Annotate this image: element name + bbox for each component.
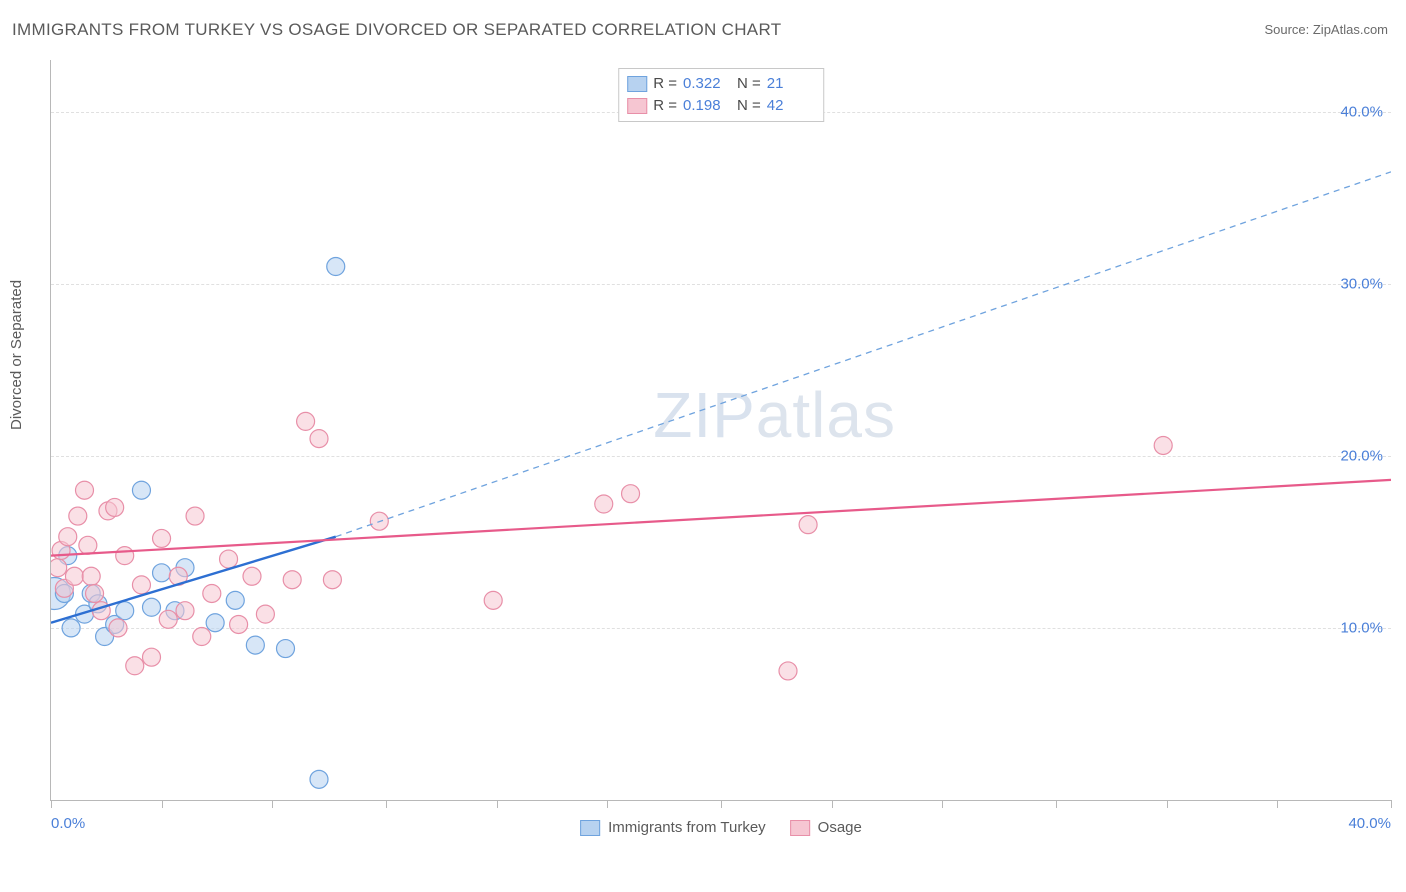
swatch-series-1	[580, 820, 600, 836]
source-label: Source: ZipAtlas.com	[1264, 22, 1388, 37]
n-value: 21	[767, 73, 815, 95]
x-tick	[832, 800, 833, 808]
x-tick	[942, 800, 943, 808]
x-tick	[1167, 800, 1168, 808]
x-tick	[1391, 800, 1392, 808]
n-label: N =	[737, 95, 761, 117]
legend-series: Immigrants from Turkey Osage	[580, 819, 862, 836]
legend-correlation: R = 0.322 N = 21 R = 0.198 N = 42	[618, 68, 824, 122]
series-2-label: Osage	[818, 819, 862, 836]
r-value: 0.198	[683, 95, 731, 117]
x-tick	[1056, 800, 1057, 808]
series-1-label: Immigrants from Turkey	[608, 819, 766, 836]
x-tick	[721, 800, 722, 808]
chart-title: IMMIGRANTS FROM TURKEY VS OSAGE DIVORCED…	[12, 20, 781, 40]
x-tick	[386, 800, 387, 808]
x-tick-label: 0.0%	[51, 815, 85, 832]
plot-area: ZIPatlas R = 0.322 N = 21 R = 0.198 N = …	[50, 60, 1391, 801]
x-tick	[51, 800, 52, 808]
x-tick	[1277, 800, 1278, 808]
r-label: R =	[653, 73, 677, 95]
x-tick-label: 40.0%	[1348, 815, 1391, 832]
y-axis-label: Divorced or Separated	[8, 280, 25, 430]
legend-item-1: Immigrants from Turkey	[580, 819, 766, 836]
n-value: 42	[767, 95, 815, 117]
x-tick	[272, 800, 273, 808]
chart-svg	[51, 60, 1391, 800]
legend-item-2: Osage	[790, 819, 862, 836]
swatch-series-1	[627, 76, 647, 92]
x-tick	[162, 800, 163, 808]
x-tick	[497, 800, 498, 808]
legend-row-2: R = 0.198 N = 42	[627, 95, 815, 117]
swatch-series-2	[627, 98, 647, 114]
n-label: N =	[737, 73, 761, 95]
r-value: 0.322	[683, 73, 731, 95]
swatch-series-2	[790, 820, 810, 836]
legend-row-1: R = 0.322 N = 21	[627, 73, 815, 95]
x-tick	[607, 800, 608, 808]
r-label: R =	[653, 95, 677, 117]
